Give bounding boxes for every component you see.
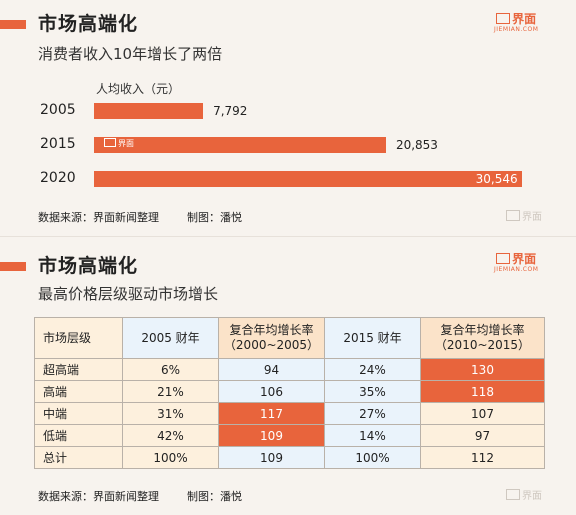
table-cell: 高端 <box>34 380 123 403</box>
table-cell: 14% <box>324 424 421 447</box>
table-cell: 117 <box>218 402 325 425</box>
bar-chart-unit-label: 人均收入（元） <box>96 82 181 96</box>
section2-source-line: 数据来源：界面新闻整理 制图：潘悦 <box>38 488 242 504</box>
table-cell: 31% <box>122 402 219 425</box>
bar-category-label: 2015 <box>40 136 76 152</box>
section1-source: 数据来源：界面新闻整理 <box>38 211 159 224</box>
market-tier-table: 市场层级 2005 财年 复合年均增长率 （2000~2005） 2015 财年 复合年均… <box>34 317 545 469</box>
table-row: 超高端 6% 94 24% 130 <box>34 358 545 381</box>
table-cell: 112 <box>420 446 545 469</box>
table-cell: 6% <box>122 358 219 381</box>
table-header-text: （2000~2005） <box>223 338 320 352</box>
section2-credit: 制图：潘悦 <box>187 490 242 503</box>
table-cell: 118 <box>420 380 545 403</box>
table-header-text: 复合年均增长率 <box>440 323 525 337</box>
table-header-text: 复合年均增长率 <box>229 323 314 337</box>
table-cell: 24% <box>324 358 421 381</box>
table-row: 低端 42% 109 14% 97 <box>34 424 545 447</box>
logo-text: 界面 <box>512 252 537 266</box>
section2-accent-bar <box>0 262 26 271</box>
section2-subtitle: 最高价格层级驱动市场增长 <box>38 285 219 303</box>
table-header-row: 市场层级 2005 财年 复合年均增长率 （2000~2005） 2015 财年 复合年均… <box>34 317 545 359</box>
section2-faint-logo: 界面 <box>506 487 542 502</box>
table-cell: 106 <box>218 380 325 403</box>
table-header-cell: 复合年均增长率 （2000~2005） <box>218 317 325 359</box>
income-bar <box>94 103 204 119</box>
section1-title: 市场高端化 <box>38 13 139 35</box>
bar-value-label: 20,853 <box>395 138 438 152</box>
table-cell: 100% <box>324 446 421 469</box>
table-header-cell: 2005 财年 <box>122 317 219 359</box>
logo-box-icon <box>496 253 511 264</box>
table-cell: 130 <box>420 358 545 381</box>
logo-subtext: JIEMIAN.COM <box>494 266 539 273</box>
faint-logo-box-icon <box>506 210 520 221</box>
faint-logo-box-icon <box>506 489 520 500</box>
section2-source: 数据来源：界面新闻整理 <box>38 490 159 503</box>
section2-title: 市场高端化 <box>38 255 139 277</box>
bar-watermark-logo: 界面 <box>104 138 134 149</box>
bar-value-label: 30,546 <box>475 172 518 186</box>
table-cell: 97 <box>420 424 545 447</box>
table-header-cell: 复合年均增长率 （2010~2015） <box>420 317 545 359</box>
table-header-text: 2005 财年 <box>141 330 200 345</box>
table-cell: 42% <box>122 424 219 447</box>
bar-category-label: 2005 <box>40 102 76 118</box>
table-cell: 94 <box>218 358 325 381</box>
income-bar <box>94 137 386 153</box>
watermark-text: 界面 <box>118 139 134 148</box>
table-cell: 109 <box>218 424 325 447</box>
section1-credit: 制图：潘悦 <box>187 211 242 224</box>
section1-accent-bar <box>0 20 26 29</box>
section1-faint-logo: 界面 <box>506 208 542 223</box>
table-cell: 107 <box>420 402 545 425</box>
table-header-text: （2010~2015） <box>434 338 531 352</box>
table-cell: 低端 <box>34 424 123 447</box>
logo-box-icon <box>496 13 511 24</box>
bar-category-label: 2020 <box>40 170 76 186</box>
table-header-text: 市场层级 <box>43 330 92 345</box>
section1-source-line: 数据来源：界面新闻整理 制图：潘悦 <box>38 209 242 225</box>
table-row: 高端 21% 106 35% 118 <box>34 380 545 403</box>
table-cell: 100% <box>122 446 219 469</box>
table-header-cell: 市场层级 <box>34 317 123 359</box>
section1-subtitle: 消费者收入10年增长了两倍 <box>38 45 223 63</box>
table-header-cell: 2015 财年 <box>324 317 421 359</box>
table-header-text: 2015 财年 <box>343 330 402 345</box>
table-cell: 21% <box>122 380 219 403</box>
logo-text: 界面 <box>512 12 537 26</box>
table-cell: 超高端 <box>34 358 123 381</box>
table-row: 中端 31% 117 27% 107 <box>34 402 545 425</box>
jiemian-logo-2: 界面 JIEMIAN.COM <box>494 253 538 273</box>
table-cell: 总计 <box>34 446 123 469</box>
jiemian-logo: 界面 JIEMIAN.COM <box>494 13 538 33</box>
table-cell: 27% <box>324 402 421 425</box>
table-cell: 35% <box>324 380 421 403</box>
logo-subtext: JIEMIAN.COM <box>494 26 539 33</box>
table-cell: 中端 <box>34 402 123 425</box>
table-cell: 109 <box>218 446 325 469</box>
watermark-box-icon <box>104 138 116 147</box>
section-divider <box>0 236 576 237</box>
income-bar <box>94 171 522 187</box>
table-row: 总计 100% 109 100% 112 <box>34 446 545 469</box>
bar-value-label: 7,792 <box>213 104 248 118</box>
